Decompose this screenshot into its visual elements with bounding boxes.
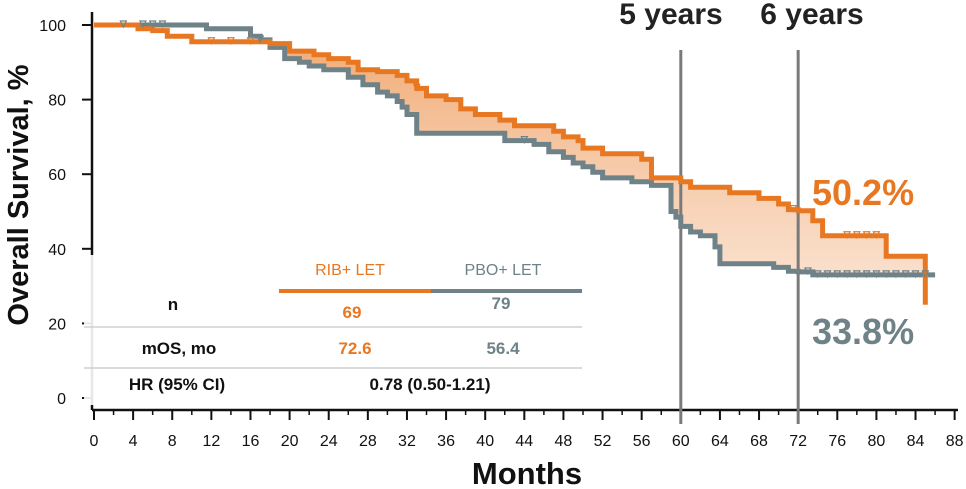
x-tick-label: 12 [202,433,220,450]
y-ticks: 0 20 40 60 80 100 [39,18,92,408]
x-tick-label: 20 [281,433,299,450]
censor-mark [833,270,842,279]
table-row-hr-value: 0.78 (0.50-1.21) [370,375,491,394]
series-line-pbo [94,22,936,278]
series-line-rib [94,22,928,305]
censor-mark [862,231,871,240]
x-tick-label: 56 [633,433,651,450]
censor-mark [803,267,812,276]
x-tick-label: 8 [168,433,177,450]
table-bg [84,255,584,405]
x-tick-label: 24 [320,433,338,450]
x-tick-label: 72 [789,433,807,450]
year5-label: 5 years [619,0,722,31]
x-tick-label: 68 [750,433,768,450]
x-tick-label: 32 [398,433,416,450]
x-tick-label: 40 [476,433,494,450]
x-tick-label: 4 [129,433,138,450]
censor-mark [207,37,216,46]
x-tick-label: 28 [359,433,377,450]
censor-mark [901,270,910,279]
table-row-n-label: n [168,295,178,314]
y-tick-label: 100 [39,18,66,35]
censor-mark [882,270,891,279]
censor-mark [520,136,529,144]
censor-mark [911,270,920,279]
x-tick-label: 64 [711,433,729,450]
censor-mark [852,231,861,240]
censor-mark [158,20,167,29]
table-header-rib: RIB+ LET [315,262,385,279]
censor-mark [852,270,861,279]
y-axis-title: Overall Survival, % [3,64,35,325]
censor-mark [823,270,832,279]
censor-mark [138,20,147,29]
x-tick-label: 48 [555,433,573,450]
table-row-mos-rib: 72.6 [338,339,371,358]
x-tick-label: 60 [672,433,690,450]
censor-mark [246,37,255,46]
table-row-mos-label: mOS, mo [142,339,217,358]
y-tick-label: 60 [48,167,66,184]
y-tick-label: 40 [48,242,66,259]
table-row-n-pbo: 79 [492,294,511,313]
table-row-n-rib: 69 [343,303,362,322]
x-tick-label: 80 [868,433,886,450]
x-tick-label: 44 [515,433,533,450]
rib-6yr-percent: 50.2% [812,172,914,213]
year-markers: 5 years 6 years [619,0,864,424]
table-row-hr-label: HR (95% CI) [129,375,225,394]
x-tick-label: 52 [594,433,612,450]
series [94,20,936,305]
censor-mark [872,270,881,279]
x-tick-label: 16 [242,433,260,450]
summary-table: RIB+ LET PBO+ LET n 69 79 mOS, mo 72.6 5… [84,255,584,405]
axes: 0 4 8 12 16 20 24 28 32 36 40 44 48 52 56 60 64 68 72 76 80 8… [39,12,964,450]
table-row-mos-pbo: 56.4 [486,339,520,358]
x-tick-label: 76 [828,433,846,450]
censor-mark [921,270,930,279]
censor-mark [226,37,235,46]
x-tick-label: 88 [946,433,964,450]
y-tick-label: 80 [48,93,66,110]
y-tick-label: 20 [48,316,66,333]
x-tick-label: 0 [90,433,99,450]
y-tick-label: 0 [57,391,66,408]
censor-mark [412,83,421,92]
x-ticks: 0 4 8 12 16 20 24 28 32 36 40 44 48 52 56 60 64 68 72 76 80 8… [90,410,964,450]
pbo-6yr-percent: 33.8% [812,311,914,352]
censor-mark [256,35,265,44]
table-header-pbo: PBO+ LET [465,262,542,279]
censor-mark [119,20,128,29]
censor-mark [872,231,881,240]
x-tick-label: 36 [437,433,455,450]
censor-mark [843,270,852,279]
year6-label: 6 years [760,0,863,31]
censor-mark [148,20,157,29]
censor-mark [891,270,900,279]
censor-mark [843,231,852,240]
censor-mark [813,270,822,279]
censor-marks [119,20,930,279]
x-axis-title: Months [472,456,582,489]
censor-mark [862,270,871,279]
censor-mark [789,205,798,213]
x-tick-label: 84 [907,433,925,450]
